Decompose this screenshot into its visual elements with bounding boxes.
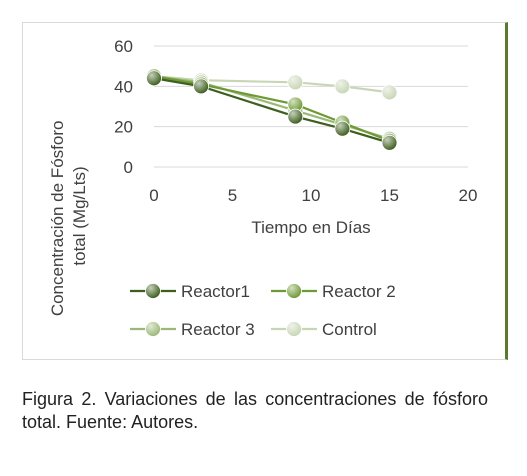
series-plot-area: [146, 68, 398, 151]
data-point-highlight: [146, 70, 162, 86]
line-chart: 0 20 40 60 0 5 10 15 20 Tiempo en Días Concentr…: [48, 37, 477, 339]
legend-label: Reactor 3: [181, 320, 255, 339]
legend-item: Control: [271, 320, 377, 339]
x-axis-title: Tiempo en Días: [251, 218, 370, 237]
x-tick-label: 5: [228, 186, 237, 205]
legend-item: Reactor 3: [130, 320, 255, 339]
gridlines: [154, 45, 468, 168]
legend-label: Reactor 2: [322, 282, 396, 301]
chart-frame: 0 20 40 60 0 5 10 15 20 Tiempo en Días Concentr…: [22, 22, 508, 360]
data-point-highlight: [287, 74, 303, 90]
series-line: [153, 75, 390, 140]
data-point-highlight: [287, 109, 303, 125]
data-point-highlight: [382, 84, 397, 100]
legend-marker-highlight: [286, 283, 302, 299]
data-point-highlight: [193, 78, 209, 94]
series-reactor1: [146, 70, 398, 151]
y-tick-label: 0: [124, 158, 133, 177]
legend-label: Control: [322, 320, 377, 339]
legend-marker-highlight: [145, 283, 161, 299]
legend-item: Reactor1: [130, 282, 250, 301]
y-axis-ticks: 0 20 40 60: [114, 37, 133, 177]
legend-marker-highlight: [145, 321, 161, 337]
data-point-highlight: [334, 78, 350, 94]
figure-caption: Figura 2. Variaciones de las concentraci…: [22, 389, 488, 432]
x-tick-label: 0: [149, 186, 158, 205]
x-axis-ticks: 0 5 10 15 20: [149, 186, 477, 205]
legend: Reactor1 Reactor 2 Reactor 3 Control: [130, 282, 396, 339]
x-tick-label: 10: [302, 186, 321, 205]
y-tick-label: 40: [114, 77, 133, 96]
y-tick-label: 20: [114, 118, 133, 137]
x-tick-label: 20: [459, 186, 478, 205]
legend-label: Reactor1: [181, 282, 250, 301]
y-axis-title: Concentración de Fósforo total (Mg/Lts): [48, 116, 89, 316]
x-tick-label: 15: [380, 186, 399, 205]
legend-marker-highlight: [286, 321, 302, 337]
data-point-highlight: [287, 96, 303, 112]
legend-item: Reactor 2: [271, 282, 396, 301]
data-point-highlight: [334, 121, 350, 137]
y-tick-label: 60: [114, 37, 133, 56]
y-axis-title-line-1: Concentración de Fósforo: [48, 121, 67, 317]
data-point-highlight: [382, 135, 397, 151]
y-axis-title-line-2: total (Mg/Lts): [70, 166, 89, 265]
